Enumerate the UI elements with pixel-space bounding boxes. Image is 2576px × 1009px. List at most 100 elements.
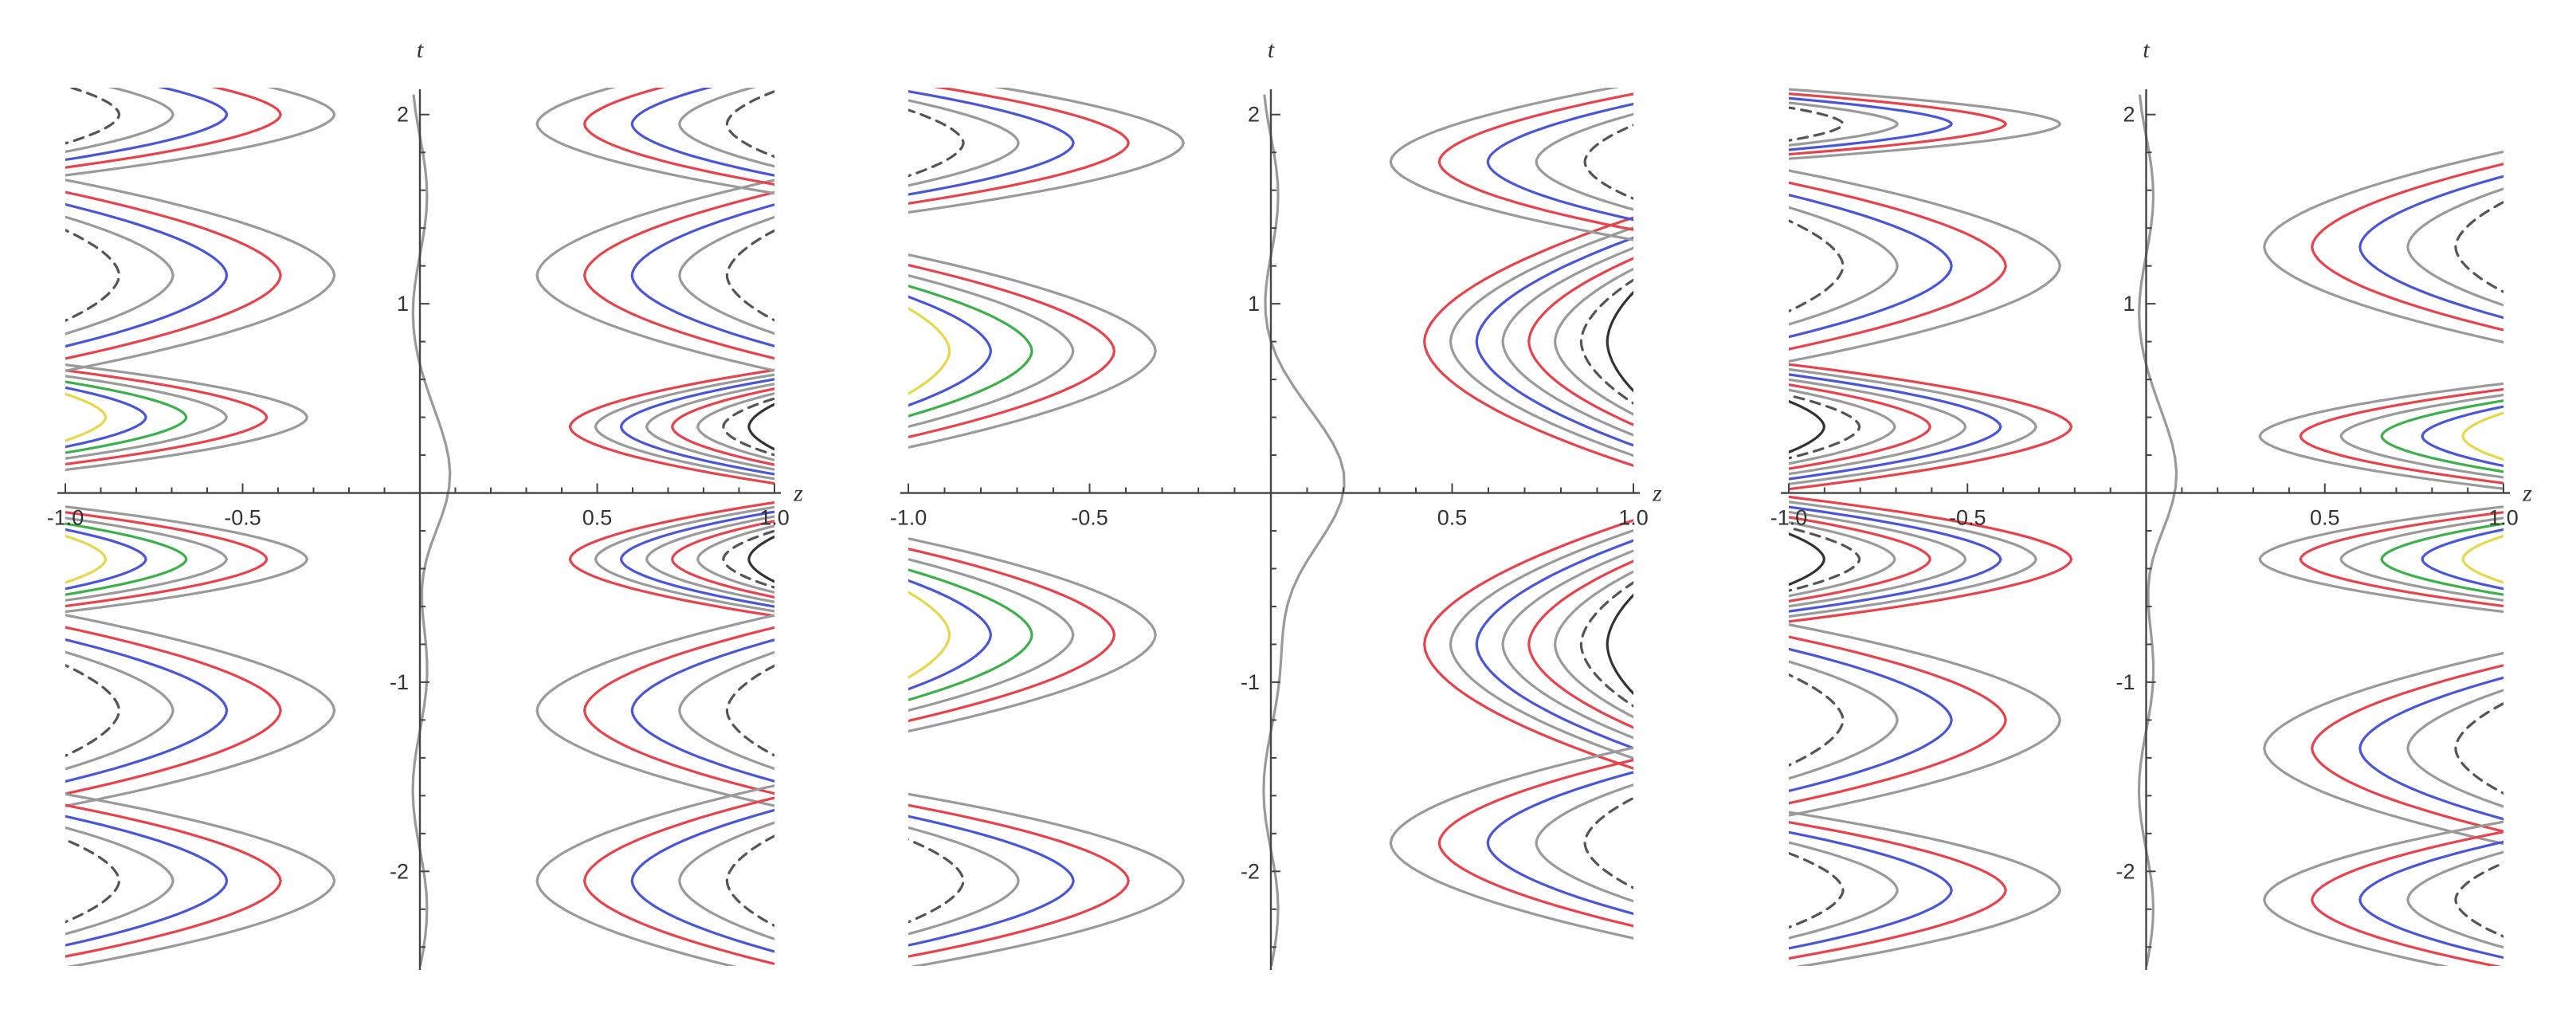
contour-line-red	[1789, 181, 2007, 351]
contour-line-gray	[1535, 783, 1633, 903]
t-tick-label: 2	[397, 103, 409, 127]
z-tick-label: -0.5	[224, 506, 261, 530]
contour-line-yellow	[2461, 534, 2503, 584]
contour-line-dashed	[1789, 851, 1845, 929]
contour-line-red	[2311, 163, 2503, 332]
contour-line-dashed	[908, 838, 965, 924]
contour-line-dashed	[725, 89, 774, 159]
contour-line-gray	[535, 784, 774, 966]
contour-line-red	[1527, 257, 1633, 426]
contour-line-gray	[1789, 841, 1899, 940]
contour-panel-1: -1.0 -0.5 0.5 1.0 -2 -1 1 2 z t	[47, 37, 803, 970]
contour-line-gray	[535, 179, 774, 372]
contour-line-gray	[1449, 226, 1633, 457]
contour-line-gray	[1553, 570, 1633, 719]
contour-line-red	[582, 796, 774, 965]
contour-line-gray	[908, 558, 1075, 713]
contour-line-gray	[65, 179, 336, 372]
t-tick-label: -1	[1241, 670, 1260, 694]
contour-line-red	[1422, 216, 1633, 467]
contour-line-black	[1606, 593, 1633, 696]
contour-line-dashed	[1579, 581, 1633, 708]
contour-line-black	[1789, 532, 1825, 587]
contour-line-red	[65, 626, 282, 795]
contour-line-green	[2380, 522, 2503, 596]
z-tick-label: 0.5	[2310, 506, 2340, 530]
contour-line-blue	[65, 202, 229, 348]
contour-line-yellow	[908, 591, 951, 679]
contour-line-gray	[1262, 94, 1346, 966]
contour-line-red	[908, 548, 1116, 723]
contour-line-blue	[65, 528, 147, 591]
contour-line-red	[2299, 511, 2503, 608]
contour-line-gray	[1789, 206, 1899, 326]
contour-line-blue	[65, 88, 229, 162]
contour-line-blue	[2421, 405, 2503, 468]
contour-line-dashed	[65, 228, 121, 323]
contour-line-gray	[2263, 150, 2503, 344]
contour-line-red	[2311, 664, 2503, 833]
contour-line-dashed	[1579, 278, 1633, 405]
contour-line-gray	[1535, 112, 1633, 211]
contour-line-gray	[696, 524, 774, 594]
contour-line-yellow	[65, 392, 108, 442]
contour-line-blue	[908, 89, 1075, 196]
contour-line-blue	[630, 808, 774, 953]
contour-line-red	[1527, 559, 1633, 729]
contour-line-dashed	[2454, 701, 2503, 795]
contour-line-blue	[630, 638, 774, 783]
contour-line-gray	[65, 375, 229, 460]
contour-line-gray	[1449, 528, 1633, 760]
contour-line-gray	[2137, 94, 2178, 966]
contour-line-gray	[908, 273, 1075, 428]
contour-line-gray	[908, 792, 1185, 966]
contour-line-gray	[2258, 505, 2503, 614]
contour-lines	[908, 88, 1633, 966]
contour-line-red	[1789, 363, 2073, 491]
contour-line-gray	[1789, 660, 1899, 780]
t-tick-label: 2	[2123, 103, 2135, 127]
z-tick-label: -0.5	[1949, 506, 1986, 530]
contour-line-blue	[65, 815, 229, 947]
contour-line-dashed	[1583, 124, 1633, 200]
contour-line-red	[1789, 495, 2073, 623]
contour-line-red	[671, 387, 774, 466]
contour-line-blue	[1789, 647, 1953, 793]
contour-line-blue	[2421, 528, 2503, 591]
contour-line-gray	[65, 363, 309, 472]
contour-line-gray	[645, 515, 774, 603]
z-tick-label: 1.0	[2488, 506, 2519, 530]
contour-line-blue	[2358, 676, 2503, 821]
contour-line-blue	[2358, 840, 2503, 960]
contour-line-gray	[65, 516, 229, 602]
t-tick-label: 2	[1248, 103, 1260, 127]
contour-line-red	[568, 368, 774, 485]
contour-line-gray	[65, 88, 336, 177]
t-tick-label: -1	[2115, 670, 2135, 694]
contour-line-dashed	[1789, 106, 1845, 142]
z-tick-label: 1.0	[759, 506, 790, 530]
contour-line-gray	[1389, 746, 1633, 940]
z-tick-label: 0.5	[1437, 506, 1468, 530]
contour-line-red	[65, 369, 269, 466]
contour-line-dashed	[65, 88, 121, 145]
contour-line-gray	[2339, 516, 2503, 602]
contour-line-dashed	[722, 397, 774, 457]
contour-lines	[1789, 88, 2503, 966]
contour-line-dashed	[65, 838, 121, 924]
contour-line-dashed	[1789, 394, 1861, 460]
contour-line-blue	[1486, 102, 1633, 222]
contour-line-dashed	[908, 108, 965, 178]
contour-line-blue	[908, 815, 1075, 947]
contour-line-red	[582, 190, 774, 360]
contour-line-blue	[65, 638, 229, 783]
contour-line-gray	[65, 826, 174, 936]
contour-line-green	[2380, 399, 2503, 473]
contour-line-gray	[594, 373, 774, 481]
contour-line-black	[747, 535, 774, 583]
contour-line-red	[65, 511, 269, 608]
contour-line-blue	[1789, 505, 2002, 613]
contour-line-dashed	[725, 664, 774, 757]
contour-line-gray	[1553, 267, 1633, 416]
contour-line-gray	[678, 821, 774, 940]
